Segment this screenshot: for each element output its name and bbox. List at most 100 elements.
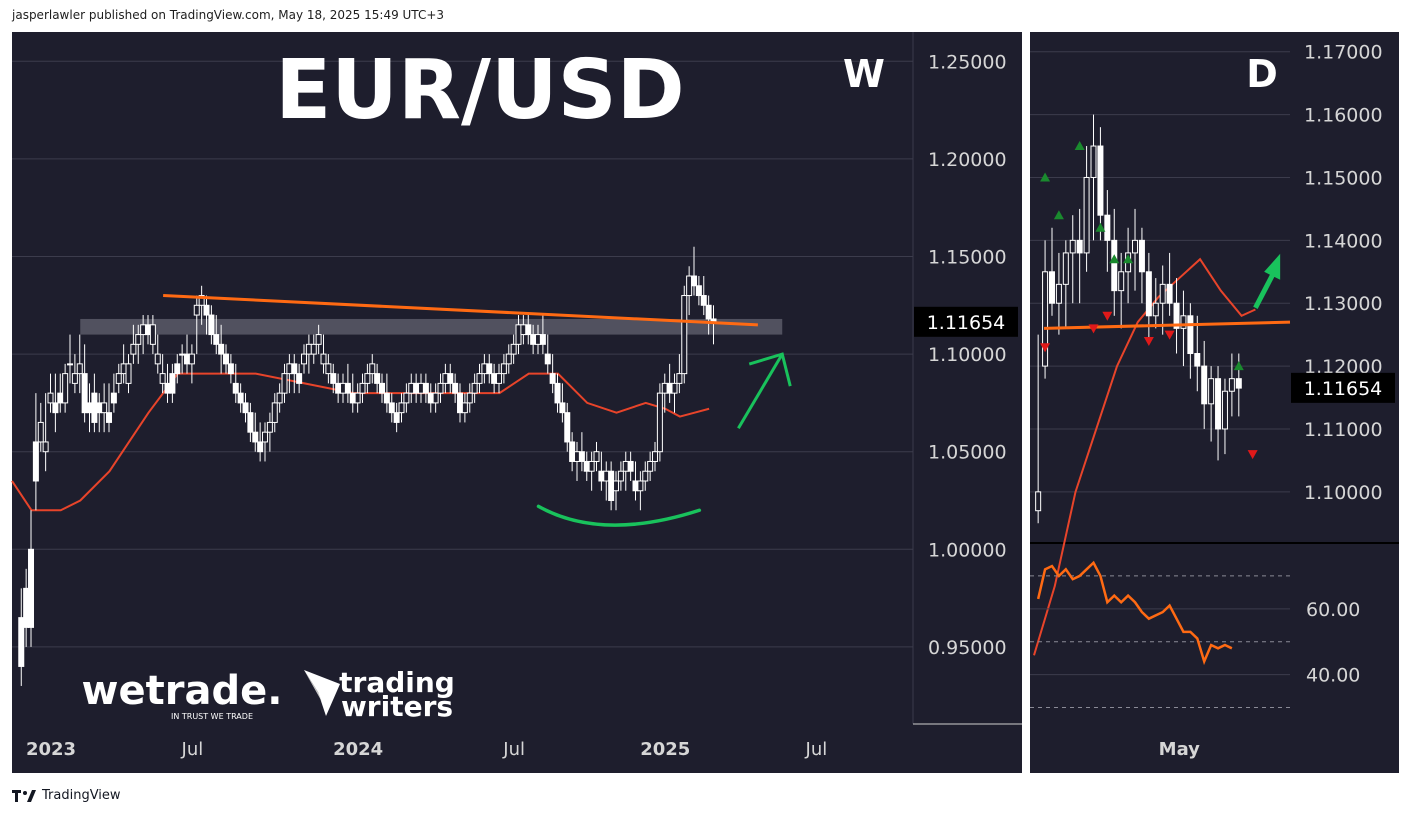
weekly-candle-body — [179, 353, 186, 356]
weekly-candle-body — [310, 343, 317, 355]
weekly-candle-body — [471, 382, 478, 394]
weekly-candle-body — [603, 470, 610, 482]
weekly-candle-body — [164, 382, 171, 394]
weekly-candle-body — [398, 402, 405, 414]
weekly-candle-body — [232, 382, 239, 394]
daily-candle-body — [1215, 378, 1222, 430]
weekly-candle-body — [476, 373, 483, 384]
weekly-candle-body — [330, 373, 337, 384]
weekly-candle-body — [617, 470, 624, 482]
weekly-candle-body — [632, 480, 639, 492]
weekly-candle-body — [184, 353, 191, 365]
weekly-candle-body — [106, 412, 113, 423]
weekly-candle-body — [28, 548, 35, 628]
daily-y-tick-label: 1.10000 — [1304, 482, 1383, 504]
weekly-candle-body — [266, 421, 273, 433]
weekly-candle-body — [510, 343, 517, 355]
daily-candle-body — [1048, 271, 1055, 304]
weekly-candle-body — [461, 402, 468, 414]
weekly-candle-body — [174, 363, 181, 375]
weekly-candle-body — [613, 480, 620, 492]
weekly-candle-body — [486, 363, 493, 375]
weekly-candle-body — [18, 617, 25, 667]
weekly-candle-body — [437, 382, 444, 394]
daily-y-tick-label: 1.11000 — [1304, 419, 1383, 441]
weekly-candle-body — [193, 304, 200, 316]
weekly-candle-body — [91, 392, 98, 423]
weekly-x-tick-label: 2024 — [333, 739, 383, 760]
weekly-candle-body — [81, 373, 88, 414]
daily-candle-body — [1055, 283, 1062, 304]
wetrade-tagline: IN TRUST WE TRADE — [171, 712, 253, 721]
weekly-candle-body — [23, 587, 30, 628]
weekly-candle-body — [515, 324, 522, 345]
weekly-candle-body — [598, 470, 605, 482]
weekly-candle-body — [271, 402, 278, 423]
weekly-candle-body — [57, 392, 64, 404]
weekly-panel-bg — [12, 32, 1022, 773]
weekly-candle-body — [652, 451, 659, 462]
weekly-y-tick-label: 1.05000 — [928, 442, 1007, 464]
daily-buy-signal-marker — [1123, 254, 1134, 264]
daily-breakout-arrow-head — [1264, 253, 1281, 280]
weekly-candle-body — [247, 412, 254, 433]
weekly-candle-body — [208, 314, 215, 336]
daily-candle-body — [1042, 271, 1049, 367]
weekly-candle-body — [535, 334, 542, 345]
weekly-candle-body — [383, 392, 390, 404]
daily-y-tick-label: 1.16000 — [1304, 105, 1383, 127]
daily-last-price-tag — [1291, 372, 1395, 403]
footer-brand[interactable]: TradingView — [12, 788, 121, 803]
daily-candle-body — [1062, 252, 1069, 285]
weekly-candle-body — [325, 363, 332, 375]
weekly-candle-body — [393, 412, 400, 423]
weekly-candle-body — [539, 334, 546, 345]
daily-candle-body — [1194, 353, 1201, 367]
weekly-candle-body — [491, 373, 498, 384]
weekly-candle-body — [320, 353, 327, 365]
weekly-candle-body — [608, 470, 615, 502]
weekly-candle-body — [418, 382, 425, 394]
weekly-candle-body — [315, 334, 322, 345]
daily-sell-signal-marker — [1164, 330, 1175, 340]
weekly-candle-body — [130, 343, 137, 355]
weekly-candle-body — [42, 441, 49, 453]
daily-buy-signal-marker — [1095, 222, 1106, 232]
weekly-candle-body — [149, 324, 156, 345]
weekly-candle-body — [120, 363, 127, 375]
rsi-y-tick-label: 60.00 — [1306, 599, 1360, 621]
weekly-candle-body — [691, 275, 698, 287]
daily-candle-body — [1208, 378, 1215, 405]
publisher-caption: jasperlawler published on TradingView.co… — [12, 8, 445, 22]
weekly-candle-body — [637, 480, 644, 492]
daily-y-tick-label: 1.13000 — [1304, 293, 1383, 315]
weekly-rounding-bottom-arc — [536, 504, 702, 527]
daily-candle-body — [1132, 239, 1139, 254]
daily-candle-body — [1166, 283, 1173, 304]
weekly-candle-body — [505, 353, 512, 365]
weekly-trendline — [163, 294, 758, 327]
weekly-candle-body — [686, 275, 693, 297]
weekly-candle-body — [86, 402, 93, 414]
weekly-candle-body — [496, 373, 503, 384]
weekly-candle-body — [203, 304, 210, 316]
weekly-candle-body — [296, 373, 303, 384]
weekly-candle-body — [223, 353, 230, 365]
wetrade-logo: wetrade. — [82, 668, 283, 714]
weekly-candle-body — [520, 324, 527, 336]
daily-y-tick-label: 1.14000 — [1304, 230, 1383, 252]
daily-candle-body — [1145, 271, 1152, 317]
daily-candle-body — [1221, 390, 1228, 430]
weekly-candle-body — [305, 343, 312, 355]
weekly-x-tick-label: 2025 — [640, 739, 690, 760]
daily-breakout-arrow-shaft — [1253, 272, 1276, 309]
weekly-candle-body — [227, 363, 234, 375]
weekly-y-tick-label: 1.10000 — [928, 344, 1007, 366]
trading-writers-logo-icon-shade — [304, 670, 322, 702]
weekly-candle-body — [379, 382, 386, 394]
weekly-candle-body — [549, 373, 556, 384]
trading-writers-logo-line2: writers — [341, 690, 453, 723]
daily-candle-body — [1152, 302, 1159, 317]
daily-timeframe-label: D — [1246, 52, 1278, 96]
